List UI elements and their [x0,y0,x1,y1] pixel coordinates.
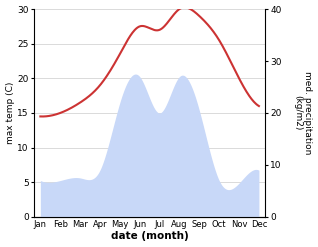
Y-axis label: med. precipitation
(kg/m2): med. precipitation (kg/m2) [293,71,313,155]
Y-axis label: max temp (C): max temp (C) [5,82,15,144]
X-axis label: date (month): date (month) [111,231,189,242]
